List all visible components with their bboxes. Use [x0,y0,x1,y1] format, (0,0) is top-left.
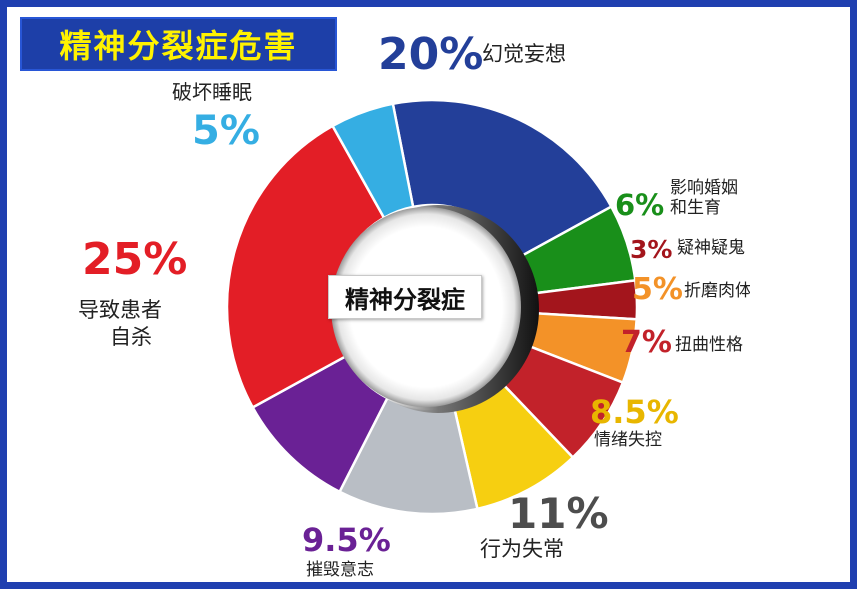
title-banner: 精神分裂症危害 [20,17,337,71]
pct-label-emotion: 8.5% [590,393,679,431]
pct-label-suicide: 25% [82,234,188,285]
label-sleep: 破坏睡眠 [172,80,252,104]
pct-label-suspicion: 3% [630,235,673,264]
label-suicide-line2: 自杀 [110,325,152,349]
label-hallucination: 幻觉妄想 [482,42,566,66]
label-suspicion: 疑神疑鬼 [677,238,745,258]
pct-label-sleep: 5% [192,108,260,154]
pct-label-will: 9.5% [302,521,391,559]
label-torment: 折磨肉体 [684,281,750,301]
chart-title: 精神分裂症危害 [59,27,298,65]
pct-label-hallucination: 20% [378,29,484,80]
pct-label-behavior: 11% [508,489,609,538]
label-marriage-line2: 和生育 [670,198,721,218]
pct-label-personality: 7% [621,325,672,360]
pct-label-marriage: 6% [615,188,665,222]
label-marriage-line1: 影响婚姻 [670,178,738,198]
label-emotion: 情绪失控 [594,430,662,450]
label-behavior: 行为失常 [480,537,564,561]
label-personality: 扭曲性格 [675,335,743,355]
pct-label-torment: 5% [632,272,683,307]
label-will: 摧毁意志 [306,560,374,580]
label-suicide-line1: 导致患者 [78,298,162,322]
center-label: 精神分裂症 [328,275,482,319]
